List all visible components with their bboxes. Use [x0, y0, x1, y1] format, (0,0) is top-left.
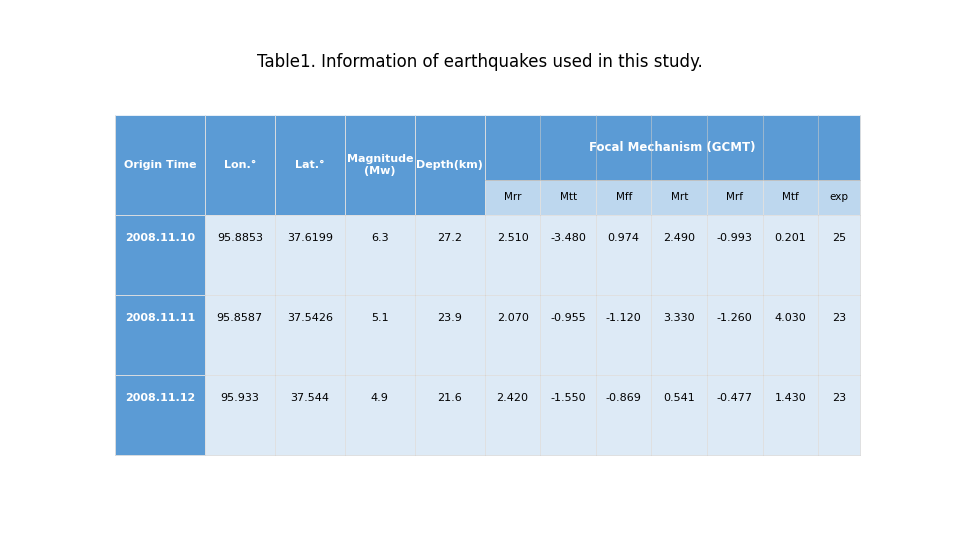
Text: -0.477: -0.477: [717, 393, 753, 403]
Text: -1.120: -1.120: [606, 313, 641, 323]
Text: 25: 25: [832, 233, 846, 243]
Text: 0.201: 0.201: [775, 233, 806, 243]
Bar: [415, 215, 485, 295]
Text: 5.1: 5.1: [371, 313, 389, 323]
Bar: [652, 375, 708, 455]
Text: 2.420: 2.420: [496, 393, 529, 403]
Text: 0.541: 0.541: [663, 393, 695, 403]
Text: 2.510: 2.510: [496, 233, 529, 243]
Text: -3.480: -3.480: [550, 233, 587, 243]
Text: -0.955: -0.955: [550, 313, 586, 323]
Bar: [708, 180, 762, 215]
Bar: [275, 115, 345, 215]
Text: 95.933: 95.933: [221, 393, 259, 403]
Text: Mtt: Mtt: [560, 192, 577, 202]
Text: Lat.°: Lat.°: [295, 160, 324, 170]
Bar: [115, 215, 204, 295]
Text: -0.993: -0.993: [717, 233, 753, 243]
Text: 0.974: 0.974: [608, 233, 639, 243]
Text: 23: 23: [832, 393, 846, 403]
Bar: [485, 115, 860, 180]
Text: Focal Mechanism (GCMT): Focal Mechanism (GCMT): [589, 141, 756, 154]
Bar: [818, 180, 860, 215]
Bar: [204, 375, 275, 455]
Text: exp: exp: [829, 192, 849, 202]
Bar: [596, 180, 652, 215]
Bar: [345, 115, 415, 215]
Text: 37.5426: 37.5426: [287, 313, 333, 323]
Bar: [708, 215, 762, 295]
Bar: [762, 295, 818, 375]
Text: 2008.11.12: 2008.11.12: [125, 393, 195, 403]
Text: 2.070: 2.070: [496, 313, 529, 323]
Bar: [652, 295, 708, 375]
Text: Mtf: Mtf: [782, 192, 799, 202]
Text: -1.260: -1.260: [717, 313, 753, 323]
Text: 4.030: 4.030: [775, 313, 806, 323]
Bar: [345, 295, 415, 375]
Bar: [415, 375, 485, 455]
Text: Depth(km): Depth(km): [417, 160, 483, 170]
Bar: [818, 375, 860, 455]
Bar: [485, 180, 540, 215]
Bar: [652, 180, 708, 215]
Text: Lon.°: Lon.°: [224, 160, 256, 170]
Bar: [818, 295, 860, 375]
Bar: [708, 375, 762, 455]
Text: 27.2: 27.2: [438, 233, 463, 243]
Bar: [345, 215, 415, 295]
Text: 2008.11.10: 2008.11.10: [125, 233, 195, 243]
Text: Origin Time: Origin Time: [124, 160, 196, 170]
Text: 6.3: 6.3: [371, 233, 389, 243]
Bar: [762, 215, 818, 295]
Bar: [115, 375, 204, 455]
Bar: [818, 215, 860, 295]
Bar: [596, 375, 652, 455]
Text: Mrf: Mrf: [727, 192, 743, 202]
Text: 3.330: 3.330: [663, 313, 695, 323]
Text: -1.550: -1.550: [550, 393, 586, 403]
Bar: [596, 295, 652, 375]
Text: 1.430: 1.430: [775, 393, 806, 403]
Text: 95.8587: 95.8587: [217, 313, 263, 323]
Bar: [762, 375, 818, 455]
Bar: [345, 375, 415, 455]
Bar: [485, 215, 540, 295]
Bar: [204, 295, 275, 375]
Text: 2008.11.11: 2008.11.11: [125, 313, 195, 323]
Bar: [115, 115, 204, 215]
Bar: [540, 180, 596, 215]
Bar: [762, 180, 818, 215]
Bar: [540, 375, 596, 455]
Bar: [652, 215, 708, 295]
Bar: [415, 115, 485, 215]
Bar: [275, 295, 345, 375]
Text: 23: 23: [832, 313, 846, 323]
Bar: [485, 295, 540, 375]
Text: Mrr: Mrr: [504, 192, 521, 202]
Bar: [204, 115, 275, 215]
Text: Magnitude
(Mw): Magnitude (Mw): [347, 154, 413, 176]
Text: 37.544: 37.544: [290, 393, 329, 403]
Bar: [275, 215, 345, 295]
Text: 2.490: 2.490: [663, 233, 695, 243]
Bar: [540, 215, 596, 295]
Text: 23.9: 23.9: [438, 313, 463, 323]
Text: 21.6: 21.6: [438, 393, 462, 403]
Bar: [708, 295, 762, 375]
Bar: [115, 295, 204, 375]
Text: Table1. Information of earthquakes used in this study.: Table1. Information of earthquakes used …: [257, 53, 703, 71]
Text: -0.869: -0.869: [606, 393, 641, 403]
Text: 95.8853: 95.8853: [217, 233, 263, 243]
Bar: [415, 295, 485, 375]
Bar: [540, 295, 596, 375]
Text: 4.9: 4.9: [371, 393, 389, 403]
Text: Mrt: Mrt: [671, 192, 688, 202]
Bar: [204, 215, 275, 295]
Bar: [485, 375, 540, 455]
Bar: [596, 215, 652, 295]
Text: Mff: Mff: [615, 192, 632, 202]
Bar: [275, 375, 345, 455]
Text: 37.6199: 37.6199: [287, 233, 333, 243]
